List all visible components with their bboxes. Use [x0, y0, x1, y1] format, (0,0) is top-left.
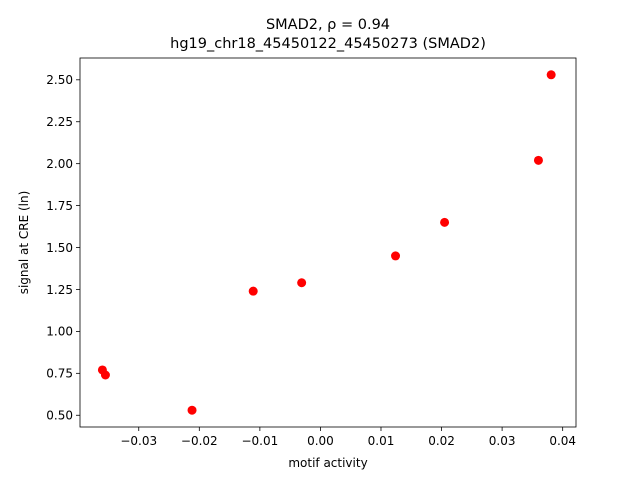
y-tick-label-8: 2.50	[46, 73, 73, 87]
y-tick-label-0: 0.50	[46, 409, 73, 423]
x-tick-label-2: −0.01	[241, 434, 278, 448]
x-tick-label-0: −0.03	[120, 434, 157, 448]
x-tick-label-6: 0.03	[489, 434, 516, 448]
y-axis-label: signal at CRE (ln)	[17, 191, 31, 295]
x-axis-label: motif activity	[288, 456, 367, 470]
y-tick-label-4: 1.50	[46, 241, 73, 255]
points-layer	[97, 70, 556, 415]
y-ticks: 0.50 0.75 1.00 1.25 1.50 1.75 2.00 2.25 2.50	[46, 73, 80, 423]
chart-title-line1: SMAD2, ρ = 0.94	[266, 17, 390, 33]
data-point-8	[546, 70, 556, 80]
y-tick-label-5: 1.75	[46, 199, 73, 213]
chart-title-line2: hg19_chr18_45450122_45450273 (SMAD2)	[170, 36, 486, 52]
y-tick-label-1: 0.75	[46, 367, 73, 381]
x-ticks: −0.03 −0.02 −0.01 0.00 0.01 0.02 0.03 0.04	[120, 427, 576, 448]
y-tick-label-2: 1.00	[46, 325, 73, 339]
x-tick-label-5: 0.02	[428, 434, 455, 448]
x-tick-label-3: 0.00	[307, 434, 334, 448]
data-point-3	[248, 286, 258, 296]
data-point-2	[187, 405, 197, 415]
x-tick-label-4: 0.01	[368, 434, 395, 448]
data-point-6	[440, 217, 450, 227]
data-point-7	[533, 155, 543, 165]
data-point-1	[100, 370, 110, 380]
y-tick-label-6: 2.00	[46, 157, 73, 171]
plot-frame	[79, 57, 577, 428]
data-point-5	[391, 251, 401, 261]
x-tick-label-1: −0.02	[181, 434, 218, 448]
y-tick-label-7: 2.25	[46, 115, 73, 129]
y-tick-label-3: 1.25	[46, 283, 73, 297]
data-point-4	[297, 278, 307, 288]
x-tick-label-7: 0.04	[549, 434, 576, 448]
